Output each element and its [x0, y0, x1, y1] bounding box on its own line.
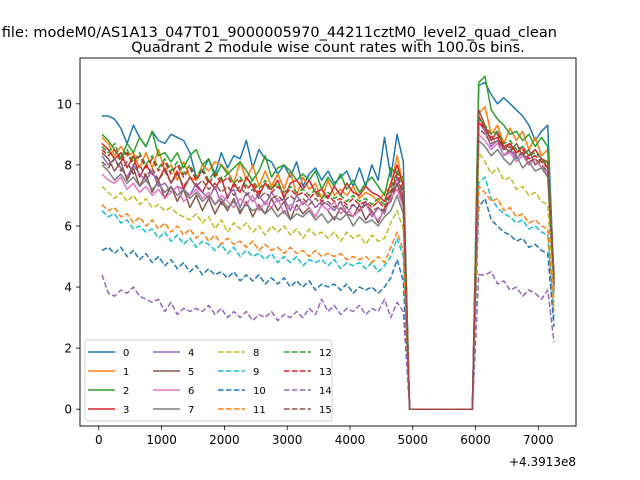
x-tick-label: 2000 [209, 433, 240, 447]
chart-title: Quadrant 2 module wise count rates with … [131, 40, 525, 56]
y-tick-label: 2 [64, 342, 72, 356]
y-tick-label: 0 [64, 403, 72, 417]
legend-label-6: 6 [188, 386, 194, 397]
x-axis: 0 1000 2000 3000 4000 5000 6000 7000 [95, 426, 554, 447]
series-line-9 [101, 176, 555, 410]
legend-label-9: 9 [253, 367, 259, 378]
x-tick-label: 7000 [523, 433, 554, 447]
y-tick-label: 8 [64, 158, 72, 172]
series-line-15 [101, 127, 555, 410]
legend-label-7: 7 [188, 405, 194, 416]
legend-label-3: 3 [123, 405, 129, 416]
series-line-13 [101, 121, 555, 410]
series-layer [101, 75, 555, 410]
legend-label-4: 4 [188, 348, 194, 359]
axes-frame [79, 57, 577, 427]
legend-label-13: 13 [319, 367, 332, 378]
legend-label-5: 5 [188, 367, 194, 378]
legend-label-8: 8 [253, 348, 259, 359]
legend-label-1: 1 [123, 367, 129, 378]
x-tick-label: 3000 [272, 433, 303, 447]
series-line-8 [101, 151, 555, 410]
y-tick-label: 6 [64, 219, 72, 233]
legend-label-14: 14 [319, 386, 332, 397]
x-tick-label: 1000 [146, 433, 177, 447]
series-line-12 [101, 118, 555, 410]
x-tick-label: 4000 [335, 433, 366, 447]
y-tick-label: 10 [57, 97, 72, 111]
legend-label-12: 12 [319, 348, 332, 359]
series-line-14 [101, 271, 555, 410]
figure-suptitle: n file: modeM0/AS1A13_047T01_9000005970_… [0, 25, 557, 41]
x-offset-label: +4.3913e8 [509, 455, 576, 469]
y-axis: 0 2 4 6 8 10 [57, 97, 80, 417]
legend-label-2: 2 [123, 386, 129, 397]
legend-label-11: 11 [253, 405, 266, 416]
legend-label-15: 15 [319, 405, 332, 416]
y-tick-label: 4 [64, 281, 72, 295]
legend-frame [84, 339, 333, 422]
series-line-2 [101, 75, 555, 410]
x-tick-label: 6000 [460, 433, 491, 447]
legend-label-0: 0 [123, 348, 129, 359]
series-line-11 [101, 185, 555, 410]
x-tick-label: 0 [95, 433, 103, 447]
x-tick-label: 5000 [397, 433, 428, 447]
legend-label-10: 10 [253, 386, 266, 397]
